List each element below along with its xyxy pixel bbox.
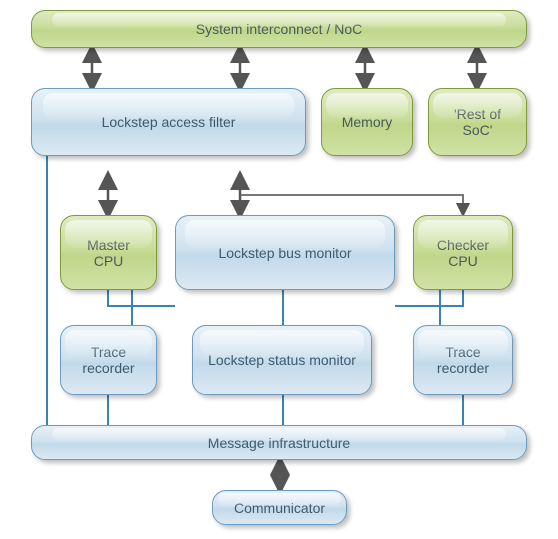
node-label-statmon: Lockstep status monitor bbox=[208, 352, 356, 368]
node-interconnect: System interconnect / NoC bbox=[31, 10, 527, 48]
edge-9 bbox=[108, 290, 175, 306]
node-comm: Communicator bbox=[212, 490, 347, 525]
node-label-comm: Communicator bbox=[234, 500, 325, 516]
node-label-memory: Memory bbox=[342, 114, 393, 130]
node-checker: Checker CPU bbox=[413, 215, 513, 290]
node-label-master: Master CPU bbox=[71, 237, 146, 269]
node-trace2: Trace recorder bbox=[413, 325, 513, 395]
node-label-checker: Checker CPU bbox=[424, 237, 502, 269]
node-filter: Lockstep access filter bbox=[31, 88, 306, 156]
node-label-msginfra: Message infrastructure bbox=[208, 435, 350, 451]
node-statmon: Lockstep status monitor bbox=[192, 325, 372, 395]
node-busmon: Lockstep bus monitor bbox=[175, 215, 395, 290]
node-restsoc: 'Rest of SoC' bbox=[428, 88, 527, 156]
node-label-filter: Lockstep access filter bbox=[102, 114, 236, 130]
edge-10 bbox=[395, 290, 463, 306]
node-msginfra: Message infrastructure bbox=[31, 425, 527, 460]
node-master: Master CPU bbox=[60, 215, 157, 290]
node-label-restsoc: 'Rest of SoC' bbox=[439, 106, 516, 138]
node-label-trace1: Trace recorder bbox=[71, 344, 146, 376]
node-label-trace2: Trace recorder bbox=[424, 344, 502, 376]
node-label-busmon: Lockstep bus monitor bbox=[218, 245, 351, 261]
node-label-interconnect: System interconnect / NoC bbox=[196, 21, 363, 37]
node-trace1: Trace recorder bbox=[60, 325, 157, 395]
node-memory: Memory bbox=[321, 88, 413, 156]
edge-6 bbox=[240, 195, 463, 210]
